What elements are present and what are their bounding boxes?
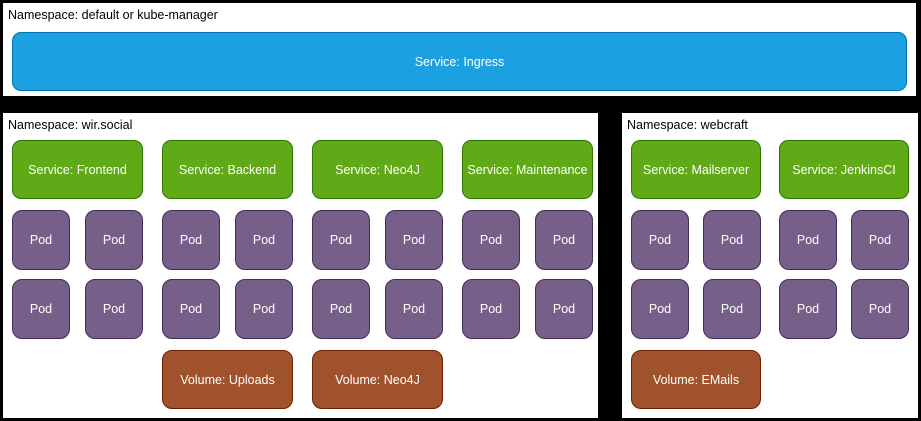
- pod-node: Pod: [631, 210, 689, 270]
- pod-node: Pod: [12, 210, 70, 270]
- pod-node: Pod: [703, 279, 761, 339]
- pod-node: Pod: [851, 210, 909, 270]
- pod-group: Pod Pod Pod Pod: [162, 210, 293, 339]
- pod-node: Pod: [385, 210, 443, 270]
- pod-group: Pod Pod Pod Pod: [631, 210, 761, 339]
- service-ingress-node: Service: Ingress: [12, 32, 907, 91]
- namespace-default-kube-manager: Namespace: default or kube-manager Servi…: [2, 2, 917, 97]
- pod-node: Pod: [631, 279, 689, 339]
- pod-node: Pod: [235, 210, 293, 270]
- namespace-label: Namespace: webcraft: [627, 118, 748, 132]
- volume-node: Volume: EMails: [631, 350, 761, 409]
- pod-group: Pod Pod Pod Pod: [462, 210, 593, 339]
- service-node: Service: JenkinsCI: [779, 140, 909, 199]
- pod-group: Pod Pod Pod Pod: [779, 210, 909, 339]
- service-column-backend: Service: Backend Pod Pod Pod Pod Volume:…: [162, 140, 293, 409]
- pod-node: Pod: [535, 210, 593, 270]
- pod-node: Pod: [162, 279, 220, 339]
- namespace-label: Namespace: wir.social: [8, 118, 133, 132]
- pod-node: Pod: [462, 210, 520, 270]
- pod-node: Pod: [535, 279, 593, 339]
- pod-node: Pod: [703, 210, 761, 270]
- pod-node: Pod: [85, 210, 143, 270]
- service-columns: Service: Frontend Pod Pod Pod Pod Servic…: [12, 140, 593, 409]
- service-node: Service: Frontend: [12, 140, 143, 199]
- pod-node: Pod: [85, 279, 143, 339]
- service-node: Service: Backend: [162, 140, 293, 199]
- service-column-mailserver: Service: Mailserver Pod Pod Pod Pod Volu…: [631, 140, 761, 409]
- service-column-frontend: Service: Frontend Pod Pod Pod Pod: [12, 140, 143, 409]
- pod-node: Pod: [851, 279, 909, 339]
- pod-node: Pod: [385, 279, 443, 339]
- service-node: Service: Neo4J: [312, 140, 443, 199]
- pod-node: Pod: [235, 279, 293, 339]
- volume-node: Volume: Neo4J: [312, 350, 443, 409]
- pod-node: Pod: [779, 279, 837, 339]
- pod-node: Pod: [12, 279, 70, 339]
- namespace-webcraft: Namespace: webcraft Service: Mailserver …: [621, 112, 919, 419]
- service-column-maintenance: Service: Maintenance Pod Pod Pod Pod: [462, 140, 593, 409]
- namespace-wir-social: Namespace: wir.social Service: Frontend …: [2, 112, 599, 419]
- service-column-jenkinsci: Service: JenkinsCI Pod Pod Pod Pod: [779, 140, 909, 409]
- pod-node: Pod: [312, 279, 370, 339]
- service-column-neo4j: Service: Neo4J Pod Pod Pod Pod Volume: N…: [312, 140, 443, 409]
- volume-node: Volume: Uploads: [162, 350, 293, 409]
- pod-group: Pod Pod Pod Pod: [12, 210, 143, 339]
- pod-node: Pod: [312, 210, 370, 270]
- pod-node: Pod: [779, 210, 837, 270]
- pod-node: Pod: [162, 210, 220, 270]
- namespace-label: Namespace: default or kube-manager: [8, 8, 218, 22]
- pod-group: Pod Pod Pod Pod: [312, 210, 443, 339]
- service-node: Service: Maintenance: [462, 140, 593, 199]
- pod-node: Pod: [462, 279, 520, 339]
- service-columns: Service: Mailserver Pod Pod Pod Pod Volu…: [631, 140, 909, 409]
- service-node: Service: Mailserver: [631, 140, 761, 199]
